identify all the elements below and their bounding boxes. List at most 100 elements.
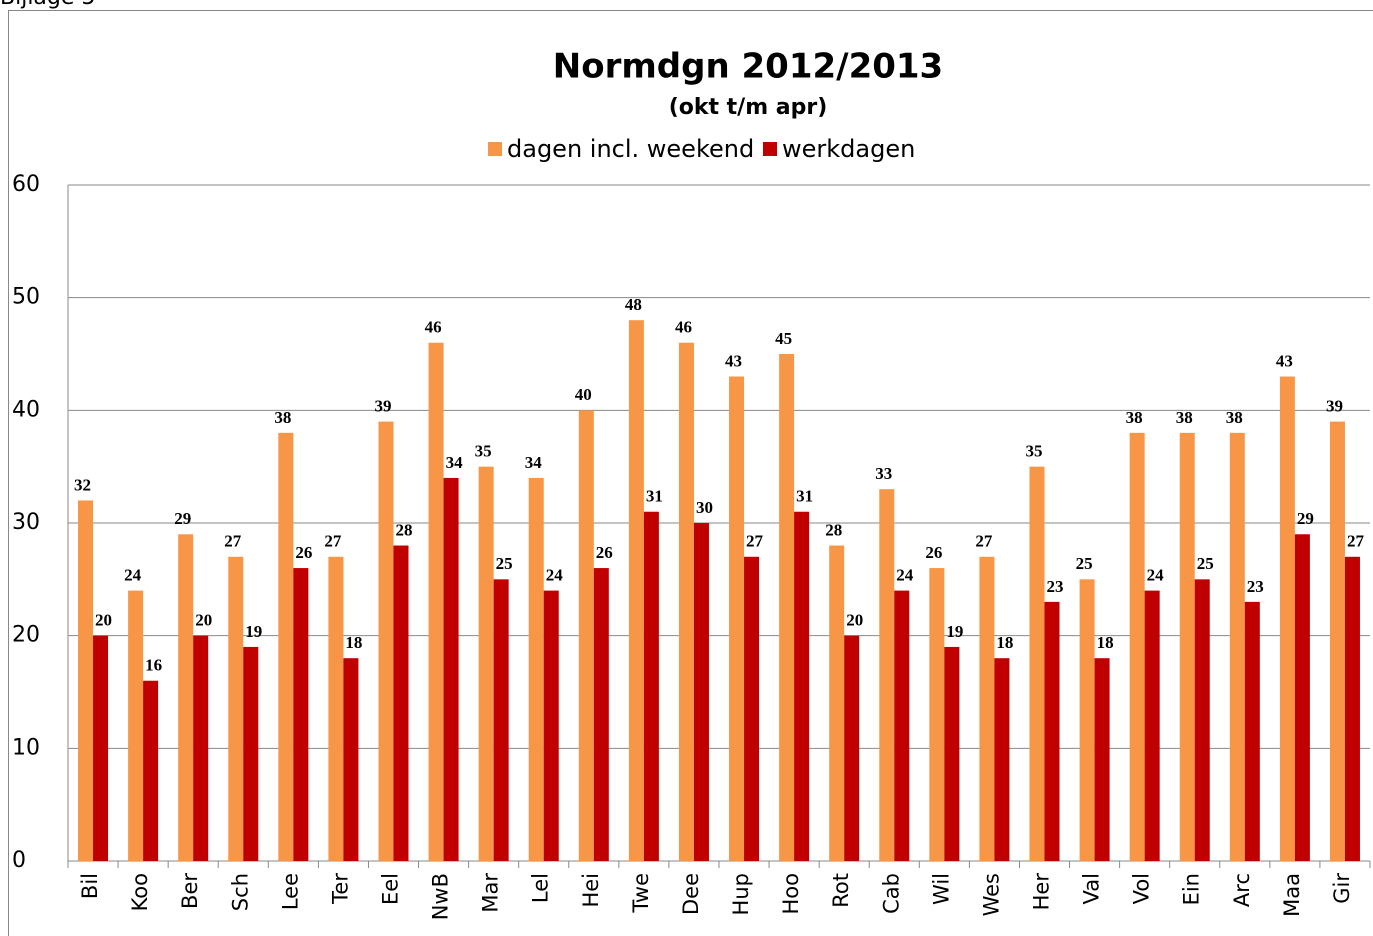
- x-tick-label: Twe: [629, 873, 653, 913]
- chart-border: [8, 10, 1373, 936]
- x-tick-label: Dee: [679, 873, 703, 915]
- data-label: 24: [124, 566, 142, 585]
- bar: [228, 556, 244, 861]
- bar: [428, 342, 444, 861]
- data-label: 45: [775, 329, 792, 348]
- data-label: 38: [1226, 408, 1243, 427]
- bar: [1094, 658, 1110, 861]
- bar: [1144, 590, 1160, 861]
- bar: [1279, 376, 1295, 861]
- bar: [343, 658, 359, 861]
- data-label: 35: [1026, 442, 1043, 461]
- bar: [243, 646, 259, 861]
- data-label: 25: [1076, 554, 1093, 573]
- bar: [1079, 579, 1095, 861]
- data-label: 27: [324, 532, 342, 551]
- data-label: 35: [475, 442, 492, 461]
- y-tick-label: 20: [12, 623, 40, 648]
- bar: [894, 590, 910, 861]
- bar: [1229, 432, 1245, 861]
- legend-swatch: [763, 142, 777, 156]
- bar: [1179, 432, 1195, 861]
- bar: [593, 568, 609, 861]
- bar: [1129, 432, 1145, 861]
- bar: [879, 489, 895, 861]
- data-label: 24: [546, 566, 564, 585]
- bar: [393, 545, 409, 861]
- data-label: 39: [1326, 397, 1343, 416]
- bar: [443, 477, 459, 861]
- header: Bijlage 5: [0, 0, 95, 10]
- data-label: 18: [1097, 633, 1114, 652]
- data-label: 34: [525, 453, 543, 472]
- data-label: 19: [946, 622, 963, 641]
- x-tick-label: Ein: [1180, 873, 1204, 905]
- bar: [1194, 579, 1210, 861]
- data-label: 38: [274, 408, 291, 427]
- data-label: 27: [224, 532, 242, 551]
- data-label: 31: [796, 487, 813, 506]
- x-tick-label: Her: [1030, 873, 1054, 911]
- x-tick-label: NwB: [429, 873, 453, 920]
- data-label: 26: [925, 543, 942, 562]
- data-label: 40: [575, 385, 592, 404]
- x-tick-label: Eel: [379, 873, 403, 905]
- bar: [1044, 601, 1060, 861]
- bar: [994, 658, 1010, 861]
- chart-title: Normdgn 2012/2013: [553, 47, 943, 87]
- y-tick-label: 60: [12, 172, 40, 197]
- x-tick-label: Vol: [1130, 873, 1154, 904]
- bar: [478, 466, 494, 861]
- x-tick-label: Ter: [328, 873, 352, 905]
- x-tick-label: Koo: [128, 873, 152, 911]
- legend-swatch: [488, 142, 502, 156]
- bar: [178, 534, 194, 861]
- data-label: 16: [145, 656, 162, 675]
- bar: [844, 635, 860, 861]
- bar: [193, 635, 209, 861]
- x-tick-label: Maa: [1280, 873, 1304, 917]
- x-tick-label: Wil: [929, 873, 953, 905]
- data-label: 26: [295, 543, 312, 562]
- data-label: 32: [74, 475, 91, 494]
- x-tick-label: Hoo: [779, 873, 803, 915]
- data-label: 18: [996, 633, 1013, 652]
- bar: [1294, 534, 1310, 861]
- bar: [979, 556, 995, 861]
- data-label: 27: [975, 532, 993, 551]
- data-label: 25: [1197, 554, 1214, 573]
- bar: [293, 568, 309, 861]
- bar: [93, 635, 109, 861]
- data-label: 29: [174, 509, 191, 528]
- bar: [528, 477, 544, 861]
- x-tick-label: Wes: [979, 873, 1003, 916]
- legend-label: dagen incl. weekend: [507, 135, 754, 163]
- bar: [1329, 421, 1345, 861]
- bar: [744, 556, 760, 861]
- data-label: 27: [1347, 532, 1365, 551]
- bar: [378, 421, 394, 861]
- bar: [729, 376, 745, 861]
- x-tick-label: Bil: [78, 873, 102, 899]
- x-tick-label: Rot: [829, 873, 853, 908]
- data-label: 31: [646, 487, 663, 506]
- data-label: 46: [425, 318, 442, 337]
- data-label: 33: [875, 464, 892, 483]
- data-label: 46: [675, 318, 692, 337]
- bar: [829, 545, 845, 861]
- data-label: 29: [1297, 509, 1314, 528]
- data-label: 18: [345, 633, 362, 652]
- bar: [643, 511, 659, 861]
- bar: [143, 680, 159, 861]
- bar: [779, 354, 795, 861]
- bar: [693, 523, 709, 861]
- bar: [628, 320, 644, 861]
- y-tick-label: 10: [12, 735, 40, 760]
- bar: [794, 511, 810, 861]
- data-label: 34: [446, 453, 464, 472]
- x-tick-label: Ber: [178, 873, 202, 909]
- x-tick-label: Arc: [1230, 873, 1254, 907]
- x-tick-label: Sch: [228, 873, 252, 911]
- data-label: 24: [896, 566, 914, 585]
